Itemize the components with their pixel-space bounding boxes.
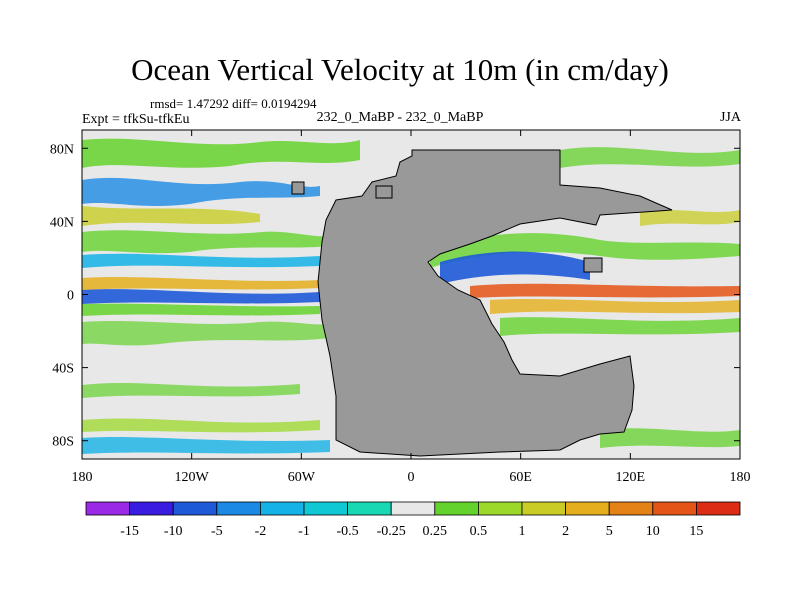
land-mask xyxy=(317,149,673,457)
colorbar-level-label: -0.25 xyxy=(377,524,406,539)
colorbar-level-label: -10 xyxy=(164,524,183,539)
field-band xyxy=(490,299,740,314)
field-band xyxy=(82,177,320,206)
x-tick-label: 60E xyxy=(509,470,532,485)
field-band xyxy=(440,251,590,284)
y-tick-label: 0 xyxy=(67,289,74,304)
y-tick-label: 80S xyxy=(52,435,74,450)
field-band xyxy=(82,437,330,454)
rmsd-diff-stats: rmsd= 1.47292 diff= 0.0194294 xyxy=(150,96,317,111)
field-band xyxy=(430,233,740,268)
field-band xyxy=(82,253,320,268)
comparison-label: 232_0_MaBP - 232_0_MaBP xyxy=(316,110,484,125)
colorbar-level-label: -15 xyxy=(120,524,139,539)
field-band xyxy=(82,418,320,433)
x-tick-label: 180 xyxy=(72,470,93,485)
colorbar-swatch xyxy=(216,501,261,516)
colorbar-level-label: 0.25 xyxy=(423,524,448,539)
y-axis: 80N 40N 0 40S 80S xyxy=(50,142,740,450)
field-band xyxy=(82,206,260,226)
colorbar-level-label: 15 xyxy=(689,524,703,539)
x-tick-label: 60W xyxy=(288,470,316,485)
colorbar-level-label: -2 xyxy=(255,524,267,539)
colorbar-swatch xyxy=(652,501,697,516)
colorbar-swatch xyxy=(565,501,610,516)
x-axis: 180 120W 60W 0 60E 120E 180 xyxy=(72,130,751,485)
chart-title: Ocean Vertical Velocity at 10m (in cm/da… xyxy=(131,52,669,87)
x-tick-label: 120W xyxy=(175,470,210,485)
x-tick-label: 120E xyxy=(616,470,646,485)
y-tick-label: 80N xyxy=(50,142,74,157)
land-island xyxy=(291,181,305,195)
colorbar-swatch xyxy=(434,501,479,516)
colorbar-swatch xyxy=(477,501,523,516)
colorbar-level-label: 5 xyxy=(606,524,613,539)
colorbar-swatch xyxy=(696,501,741,516)
field-band xyxy=(82,230,330,254)
colorbar-swatch xyxy=(129,501,174,516)
colorbar-level-label: 10 xyxy=(646,524,660,539)
colorbar-swatch xyxy=(259,501,305,516)
colorbar-swatch xyxy=(608,501,654,516)
colorbar-level-label: -1 xyxy=(298,524,310,539)
colorbar-swatch xyxy=(347,501,392,516)
field-band xyxy=(82,138,360,168)
y-tick-label: 40N xyxy=(50,215,74,230)
season-label: JJA xyxy=(719,110,741,125)
map-field xyxy=(82,130,740,459)
field-band xyxy=(640,210,740,226)
y-tick-label: 40S xyxy=(52,362,74,377)
field-band xyxy=(82,382,300,398)
field-band xyxy=(500,317,740,336)
colorbar-level-label: -0.5 xyxy=(337,524,359,539)
x-tick-label: 180 xyxy=(730,470,751,485)
colorbar-level-label: 0.5 xyxy=(470,524,488,539)
land-island xyxy=(375,185,393,199)
colorbar-swatch xyxy=(390,501,436,516)
land-island xyxy=(583,257,603,273)
colorbar-swatch xyxy=(85,501,130,516)
field-band xyxy=(82,303,320,316)
colorbar-swatch xyxy=(172,501,218,516)
colorbar-level-label: 2 xyxy=(562,524,569,539)
field-band xyxy=(82,321,330,346)
colorbar-level-label: 1 xyxy=(519,524,526,539)
x-tick-label: 0 xyxy=(408,470,415,485)
colorbar-swatch xyxy=(303,501,348,516)
colorbar-swatch xyxy=(521,501,566,516)
field-band xyxy=(82,289,320,304)
colorbar: -15 -10 -5 -2 -1 -0.5 -0.25 0.25 0.5 1 2 5 10 15 xyxy=(85,501,741,539)
field-band xyxy=(82,277,320,290)
field-band xyxy=(470,283,740,298)
colorbar-level-label: -5 xyxy=(211,524,223,539)
field-band xyxy=(560,147,740,168)
experiment-label: Expt = tfkSu-tfkEu xyxy=(82,112,190,127)
field-band xyxy=(600,428,740,448)
